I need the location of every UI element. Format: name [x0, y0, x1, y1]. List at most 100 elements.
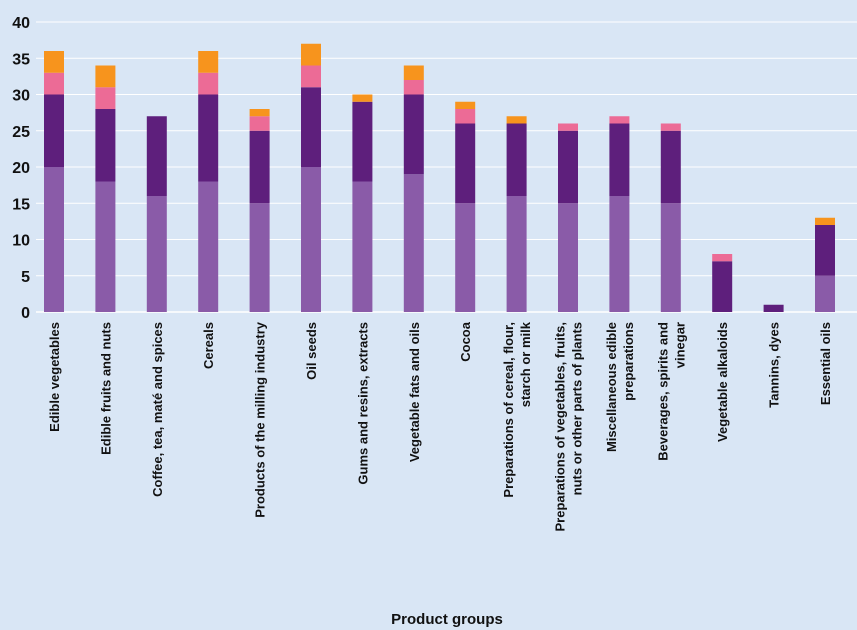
bar-segment-series-2	[609, 123, 630, 196]
x-category-label: Miscellaneous edible preparations	[604, 322, 636, 452]
bar-segment-series-4	[44, 51, 64, 73]
x-category-label-line: nuts or other parts of plants	[570, 322, 585, 495]
bar-stack	[301, 43, 321, 312]
bar-segment-series-3	[249, 116, 270, 131]
bar-segment-series-3	[403, 80, 424, 95]
bar-stack	[403, 65, 424, 312]
x-category-label: Vegetable fats and oils	[407, 322, 422, 462]
bar-segment-series-3	[95, 87, 116, 109]
x-category-label-line: Beverages, spirits and	[655, 322, 670, 461]
x-category-label-line: vinegar	[672, 322, 687, 368]
bar-segment-series-3	[609, 116, 630, 124]
x-category-label-line: Preparations of cereal, flour,	[501, 322, 516, 498]
bar-stack	[146, 116, 167, 312]
bar-segment-series-1	[301, 167, 321, 312]
x-category-label: Cereals	[201, 322, 216, 369]
x-category-label: Essential oils	[818, 322, 833, 405]
bar-segment-series-2	[558, 130, 578, 204]
x-category-label: Vegetable alkaloids	[715, 322, 730, 442]
x-category-label-line: Coffee, tea, maté and spices	[150, 322, 165, 497]
x-category-labels: Edible vegetables Edible fruits and nuts C…	[47, 321, 833, 531]
y-tick-label: 5	[21, 269, 30, 286]
y-tick-label: 0	[21, 305, 30, 322]
bar-stack	[198, 51, 219, 312]
y-tick-label: 10	[12, 233, 30, 250]
x-category-label: Cocoa	[458, 321, 473, 362]
y-tick-label: 25	[12, 124, 30, 141]
bar-segment-series-2	[763, 304, 784, 312]
bar-segment-series-3	[44, 72, 64, 95]
x-category-label: Tannins, dyes	[767, 322, 782, 408]
bar-segment-series-2	[249, 130, 270, 204]
bar-segment-series-2	[815, 225, 835, 276]
x-category-label-line: Miscellaneous edible	[604, 322, 619, 452]
bar-segment-series-3	[198, 72, 219, 95]
bar-stack	[44, 51, 64, 312]
bar-segment-series-1	[198, 181, 219, 312]
x-category-label-line: Tannins, dyes	[767, 322, 782, 408]
x-category-label-line: preparations	[621, 322, 636, 401]
bar-segment-series-1	[660, 203, 681, 312]
y-tick-label: 30	[12, 88, 30, 105]
bar-segment-series-3	[455, 109, 476, 124]
x-category-label-line: Products of the milling industry	[253, 321, 268, 518]
bar-segment-series-2	[146, 116, 167, 196]
x-category-label: Coffee, tea, maté and spices	[150, 322, 165, 497]
bar-stack	[352, 94, 373, 312]
bar-segment-series-1	[609, 196, 630, 312]
bar-segment-series-4	[815, 217, 835, 225]
bar-stack	[815, 217, 835, 312]
bar-segment-series-4	[352, 94, 373, 102]
bar-segment-series-1	[95, 181, 116, 312]
bar-segment-series-3	[660, 123, 681, 131]
x-category-label: Products of the milling industry	[253, 321, 268, 518]
x-category-label-line: Oil seeds	[304, 322, 319, 380]
bar-stack	[558, 123, 578, 312]
bar-segment-series-1	[455, 203, 476, 312]
x-category-label: Edible fruits and nuts	[98, 322, 113, 455]
bar-segment-series-2	[95, 109, 116, 182]
bar-segment-series-2	[352, 101, 373, 182]
bar-segment-series-2	[506, 123, 527, 196]
x-category-label: Beverages, spirits and vinegar	[655, 322, 687, 461]
bar-segment-series-1	[146, 196, 167, 312]
x-category-label-line: Vegetable fats and oils	[407, 322, 422, 462]
bar-segment-series-2	[660, 130, 681, 204]
bar-segment-series-1	[249, 203, 270, 312]
bar-segment-series-2	[455, 123, 476, 204]
bar-segment-series-2	[198, 94, 219, 182]
bar-stack	[609, 116, 630, 312]
bar-stack	[455, 101, 476, 312]
bar-segment-series-3	[301, 65, 321, 88]
bar-segment-series-3	[558, 123, 578, 131]
bar-stack	[95, 65, 116, 312]
x-category-label-line: starch or milk	[518, 321, 533, 407]
y-tick-label: 15	[12, 196, 30, 213]
x-category-label: Preparations of vegetables, fruits, nuts …	[553, 322, 585, 532]
bar-segment-series-4	[455, 101, 476, 109]
x-category-label: Preparations of cereal, flour, starch or …	[501, 321, 533, 497]
x-category-label-line: Cereals	[201, 322, 216, 369]
x-category-label-line: Preparations of vegetables, fruits,	[553, 322, 568, 532]
bar-stack	[712, 254, 733, 312]
y-tick-label: 35	[12, 51, 30, 68]
y-tick-label: 20	[12, 160, 30, 177]
x-category-label-line: Gums and resins, extracts	[355, 322, 370, 485]
bar-segment-series-1	[815, 275, 835, 312]
x-category-label: Gums and resins, extracts	[355, 322, 370, 485]
bar-segment-series-2	[403, 94, 424, 175]
bar-segment-series-1	[403, 174, 424, 312]
bar-segment-series-4	[403, 65, 424, 80]
bar-segment-series-4	[95, 65, 116, 88]
x-category-label-line: Essential oils	[818, 322, 833, 405]
bar-segment-series-2	[301, 87, 321, 167]
x-category-label: Edible vegetables	[47, 322, 62, 432]
x-category-label-line: Cocoa	[458, 321, 473, 362]
bar-stack	[506, 116, 527, 312]
y-tick-labels: 0 5 10 15 20 25 30 35 40	[12, 15, 30, 322]
y-tick-label: 40	[12, 15, 30, 32]
bar-segment-series-4	[301, 43, 321, 66]
x-category-label-line: Edible fruits and nuts	[98, 322, 113, 455]
bar-stack	[249, 109, 270, 312]
